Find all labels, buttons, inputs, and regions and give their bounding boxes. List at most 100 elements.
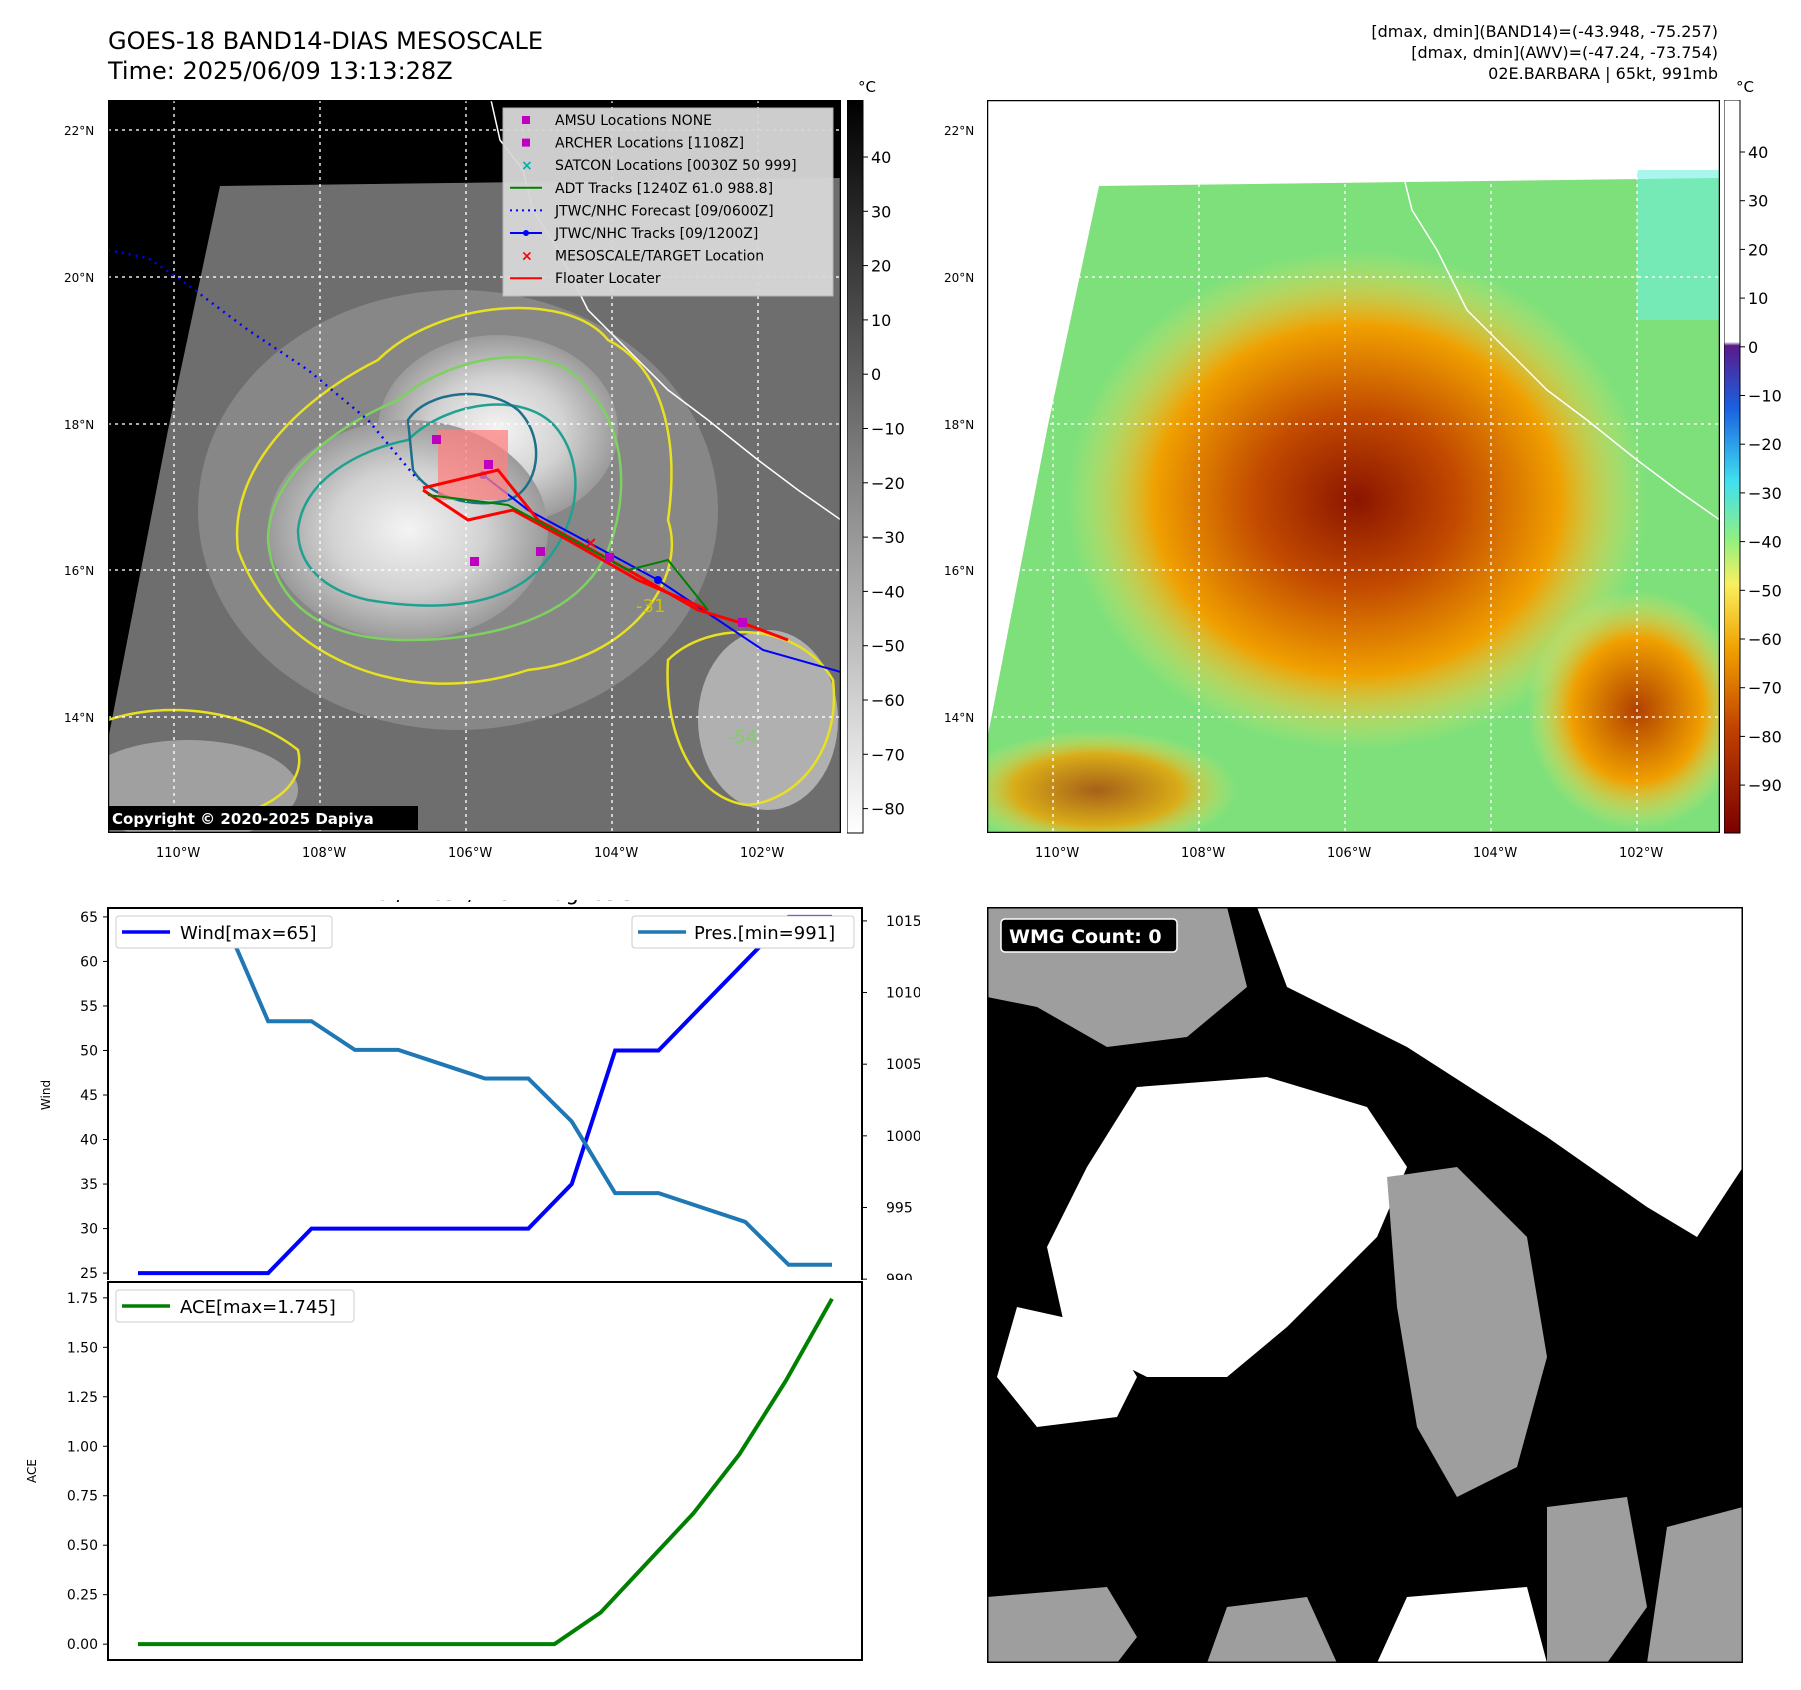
- storm-cold-tops: [1067, 250, 1647, 750]
- y-tick-label: 35: [80, 1177, 98, 1193]
- colorbar-tick-label: −80: [871, 800, 905, 819]
- y2-tick-label: 1005: [886, 1057, 920, 1073]
- colorbar-tick-label: −50: [871, 637, 905, 656]
- coastline: [1369, 100, 1720, 521]
- y2-tick-label: 990: [886, 1272, 913, 1280]
- contour-inner: [296, 403, 577, 607]
- map-frame: [987, 100, 1720, 833]
- legend-label: Pres.[min=991]: [694, 923, 835, 944]
- colorbar-gradient: [847, 100, 864, 834]
- colorbar-tick-label: 0: [1748, 338, 1758, 357]
- legend-entry: × SATCON Locations [0030Z 50 999]: [521, 158, 797, 174]
- y-tick-label: 0.00: [67, 1637, 98, 1653]
- legend-label: ADT Tracks [1240Z 61.0 988.8]: [555, 181, 773, 197]
- colorbar-tick-label: −20: [1748, 435, 1782, 454]
- legend-entry: × MESOSCALE/TARGET Location: [521, 249, 764, 265]
- legend-entry: JTWC/NHC Forecast [09/0600Z]: [510, 203, 774, 219]
- southwest-cold-tops: [987, 730, 1237, 833]
- archer-markers: [432, 435, 747, 627]
- series-line-ace: [138, 1297, 834, 1647]
- wmg-count-badge: [1000, 918, 1178, 953]
- colorbar-tick-label: −60: [871, 691, 905, 710]
- y-axis-label: Wind: [39, 1080, 53, 1110]
- legend-marker: [522, 116, 530, 124]
- contour-label-2: -54: [728, 727, 757, 748]
- legend-marker-dot: [523, 230, 529, 236]
- colorbar-tick-label: −10: [1748, 387, 1782, 406]
- colorbar-tick-label: −30: [1748, 484, 1782, 503]
- lat-label: 18°N: [944, 418, 975, 432]
- colorbar-tick-label: 30: [1748, 192, 1768, 211]
- colorbar-tick-label: −50: [1748, 581, 1782, 600]
- lon-label: 104°W: [1473, 846, 1518, 861]
- dmax-band14-info: [dmax, dmin](BAND14)=(-43.948, -75.257): [1371, 22, 1718, 41]
- lon-label: 110°W: [1035, 846, 1080, 861]
- contour-label-1: -31: [636, 596, 665, 617]
- storm-info: 02E.BARBARA | 65kt, 991mb: [1488, 64, 1718, 83]
- y-tick-label: 0.75: [67, 1489, 98, 1505]
- wmg-count-text: WMG Count: 0: [1009, 926, 1162, 948]
- dmax-awv-info: [dmax, dmin](AWV)=(-47.24, -73.754): [1411, 43, 1718, 62]
- colorbar-tick-label: −70: [871, 745, 905, 764]
- y-tick-label: 30: [80, 1222, 98, 1238]
- copyright-text: Copyright © 2020-2025 Dapiya: [112, 810, 374, 828]
- legend-pressure: Pres.[min=991]: [631, 915, 855, 949]
- lat-label: 20°N: [944, 271, 975, 285]
- legend-entry: ARCHER Locations [1108Z]: [522, 136, 744, 152]
- colorbar-tick-label: −30: [871, 528, 905, 547]
- lat-label: 16°N: [944, 564, 975, 578]
- legend-entry: Floater Locater: [510, 271, 661, 287]
- gridlines: [987, 100, 1720, 833]
- legend-label: ACE[max=1.745]: [180, 1297, 336, 1318]
- legend-box: [115, 915, 333, 949]
- copyright-box: [108, 806, 418, 830]
- wmg-frame: [987, 907, 1743, 1663]
- legend-label: JTWC/NHC Forecast [09/0600Z]: [554, 203, 774, 219]
- legend-marker: ×: [521, 249, 533, 265]
- lon-label: 108°W: [302, 846, 347, 861]
- chart-title: Wind / Pres. / ACE Diagnosis: [337, 900, 632, 905]
- legend-wind: Wind[max=65]: [115, 915, 333, 949]
- wmg-gray-regions: [987, 907, 1743, 1663]
- color-colorbar: 40 30 20 10 0 −10 −20 −30 −40 −50 −60 −70 −80 −90: [1724, 100, 1782, 834]
- legend-ace: ACE[max=1.745]: [115, 1289, 355, 1323]
- legend-label: ARCHER Locations [1108Z]: [555, 136, 744, 152]
- colorbar-tick-label: 40: [871, 148, 891, 167]
- colorbar-gradient: [1724, 100, 1741, 834]
- east-cloud-band: [698, 630, 838, 810]
- y-tick-label: 1.50: [67, 1340, 98, 1356]
- y-tick-label: 60: [80, 954, 98, 970]
- lat-label: 20°N: [64, 271, 95, 285]
- y-tick-label: 55: [80, 999, 98, 1015]
- lat-label: 16°N: [64, 564, 95, 578]
- lon-label: 102°W: [1619, 846, 1664, 861]
- legend-label: SATCON Locations [0030Z 50 999]: [555, 158, 797, 174]
- target-location-marker: ×: [584, 533, 597, 552]
- lat-label: 14°N: [944, 711, 975, 725]
- colorbar-tick-label: −40: [1748, 533, 1782, 552]
- y-tick-label: 50: [80, 1043, 98, 1059]
- ace-chart: 1.75 1.50 1.25 1.00 0.75 0.50 0.25 0.00 ACE ACE[…: [25, 1281, 863, 1661]
- lon-label: 106°W: [1327, 846, 1372, 861]
- lat-label: 18°N: [64, 418, 95, 432]
- ace-axes-frame: [107, 1281, 863, 1661]
- y2-tick-label: 1010: [886, 986, 920, 1002]
- y-tick-label: 1.00: [67, 1439, 98, 1455]
- lon-label: 108°W: [1181, 846, 1226, 861]
- legend-box: [502, 107, 834, 297]
- lat-label: 14°N: [64, 711, 95, 725]
- y-tick-label: 0.25: [67, 1588, 98, 1604]
- colorbar-tick-label: 0: [871, 365, 881, 384]
- contour-east: [666, 630, 836, 807]
- legend-label: Floater Locater: [555, 271, 661, 287]
- series-line-pressure: [138, 918, 832, 1267]
- legend-marker: [522, 138, 530, 147]
- colorbar-tick-label: −40: [871, 582, 905, 601]
- y-axis-label: ACE: [25, 1459, 39, 1483]
- wmg-panel: WMG Count: 0: [987, 907, 1743, 1663]
- colorbar-tick-label: −90: [1748, 776, 1782, 795]
- contour-mid: [266, 355, 623, 642]
- wmg-white-regions: [997, 907, 1743, 1663]
- color-colorbar-unit: °C: [1736, 78, 1754, 96]
- legend-label: MESOSCALE/TARGET Location: [555, 249, 764, 265]
